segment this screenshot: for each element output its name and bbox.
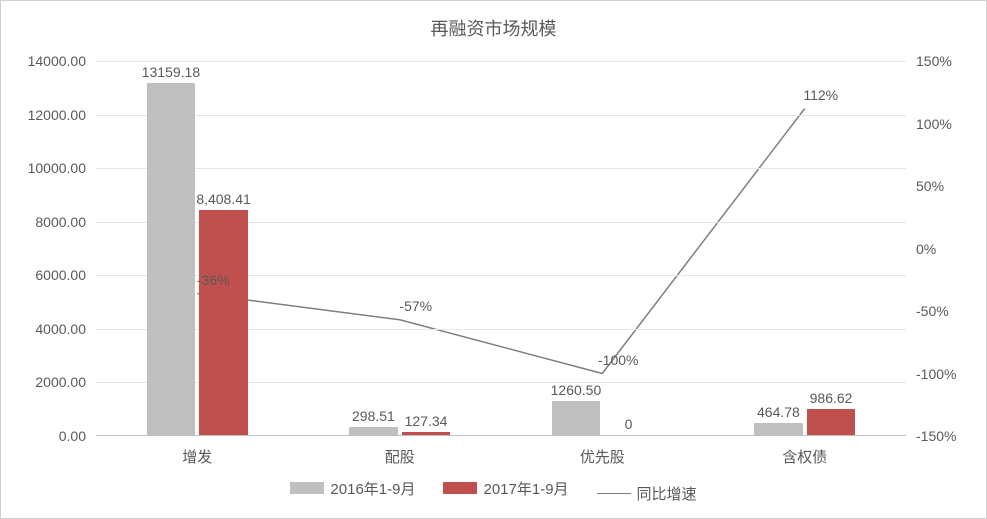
bar-data-label: 127.34 xyxy=(405,413,448,429)
y2-tick-label: 50% xyxy=(916,178,986,194)
bar-data-label: 0 xyxy=(625,416,633,432)
y2-tick-label: -100% xyxy=(916,366,986,382)
line-data-label: -36% xyxy=(197,272,230,288)
y1-tick-label: 10000.00 xyxy=(6,160,86,176)
gridline xyxy=(96,168,906,169)
legend-item: 2017年1-9月 xyxy=(443,478,568,499)
bar xyxy=(349,427,398,435)
y1-tick-label: 12000.00 xyxy=(6,107,86,123)
bar xyxy=(199,210,248,435)
legend: 2016年1-9月 2017年1-9月 同比增速 xyxy=(1,478,986,505)
legend-line-icon xyxy=(597,493,631,494)
bar-data-label: 1260.50 xyxy=(551,382,602,398)
x-category-label: 增发 xyxy=(182,446,212,467)
legend-swatch xyxy=(290,482,324,494)
y1-tick-label: 0.00 xyxy=(6,428,86,444)
bar-data-label: 986.62 xyxy=(810,390,853,406)
bar-data-label: 464.78 xyxy=(757,404,800,420)
y2-tick-label: 0% xyxy=(916,241,986,257)
legend-label: 同比增速 xyxy=(637,483,697,504)
y2-tick-label: 150% xyxy=(916,53,986,69)
y1-tick-label: 14000.00 xyxy=(6,53,86,69)
legend-label: 2017年1-9月 xyxy=(483,478,568,499)
x-category-label: 含权债 xyxy=(782,446,827,467)
y2-tick-label: -50% xyxy=(916,303,986,319)
x-category-label: 优先股 xyxy=(580,446,625,467)
line-data-label: 112% xyxy=(803,87,838,103)
y1-tick-label: 6000.00 xyxy=(6,267,86,283)
legend-item: 2016年1-9月 xyxy=(290,478,415,499)
bar xyxy=(754,423,803,435)
legend-item: 同比增速 xyxy=(597,483,697,504)
gridline xyxy=(96,115,906,116)
gridline xyxy=(96,61,906,62)
bar xyxy=(147,83,196,435)
chart-title: 再融资市场规模 xyxy=(1,15,986,41)
y1-tick-label: 8000.00 xyxy=(6,214,86,230)
line-data-label: -100% xyxy=(598,352,638,368)
legend-label: 2016年1-9月 xyxy=(330,478,415,499)
y2-tick-label: 100% xyxy=(916,116,986,132)
y1-tick-label: 4000.00 xyxy=(6,321,86,337)
bar xyxy=(552,401,601,435)
chart-container: 再融资市场规模 0.002000.004000.006000.008000.00… xyxy=(0,0,987,519)
legend-swatch xyxy=(443,482,477,494)
y1-tick-label: 2000.00 xyxy=(6,374,86,390)
bar-data-label: 8,408.41 xyxy=(196,191,251,207)
plot-area: 0.002000.004000.006000.008000.0010000.00… xyxy=(96,61,906,436)
line-data-label: -57% xyxy=(399,298,432,314)
bar-data-label: 298.51 xyxy=(352,408,395,424)
y2-tick-label: -150% xyxy=(916,428,986,444)
x-category-label: 配股 xyxy=(385,446,415,467)
bar xyxy=(807,409,856,435)
line-path xyxy=(197,109,805,374)
bar xyxy=(402,432,451,435)
bar-data-label: 13159.18 xyxy=(142,64,200,80)
